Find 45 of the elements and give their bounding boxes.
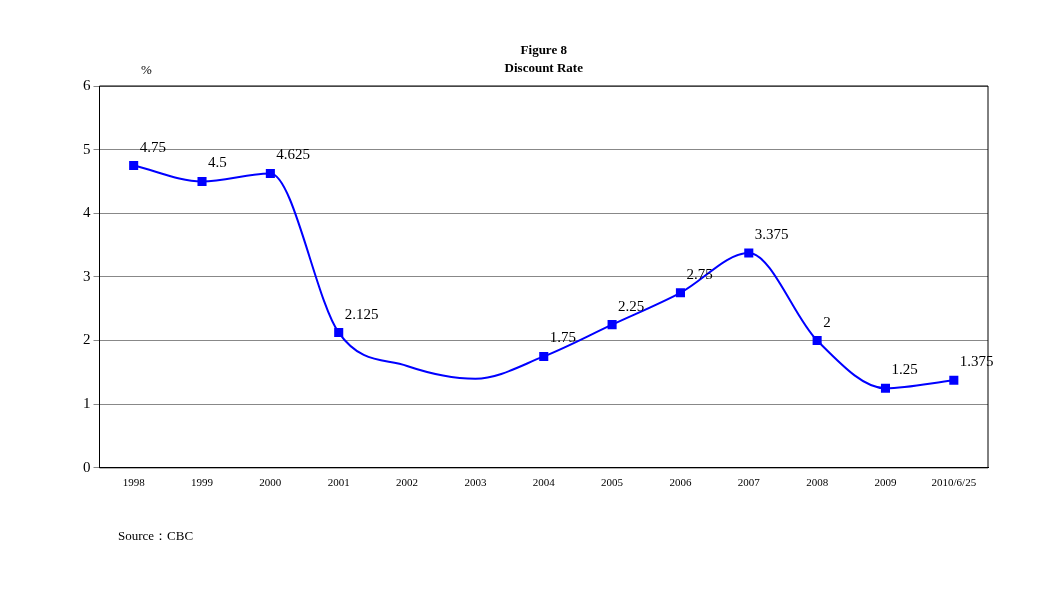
y-tick-label: 0 bbox=[83, 458, 91, 475]
x-tick-label: 2009 bbox=[874, 476, 897, 489]
x-tick-label: 2005 bbox=[601, 476, 624, 489]
point bbox=[129, 161, 139, 171]
y-tick-label: 5 bbox=[83, 140, 91, 157]
x-tick-label: 2007 bbox=[737, 476, 761, 489]
source-note: Source：CBC bbox=[118, 528, 194, 543]
x-tick-label: 2001 bbox=[327, 476, 350, 489]
y-axis-title: % bbox=[141, 62, 152, 77]
data-label: 4.75 bbox=[139, 138, 166, 155]
data-label: 1.25 bbox=[891, 361, 918, 378]
data-label: 1.75 bbox=[549, 329, 576, 346]
chart-title: Figure 8 bbox=[520, 42, 568, 57]
point bbox=[744, 248, 754, 258]
point bbox=[539, 351, 549, 361]
data-label: 2.125 bbox=[344, 305, 379, 322]
x-tick-label: 2008 bbox=[806, 476, 829, 489]
data-label: 4.5 bbox=[208, 154, 227, 171]
point bbox=[675, 288, 685, 298]
data-label: 1.375 bbox=[959, 353, 994, 370]
data-label: 2.25 bbox=[618, 297, 645, 314]
y-tick-label: 6 bbox=[83, 76, 91, 93]
y-tick-label: 4 bbox=[83, 204, 91, 221]
x-tick-label: 2004 bbox=[532, 476, 556, 489]
point bbox=[607, 320, 617, 330]
point bbox=[334, 328, 344, 338]
x-tick-label: 2003 bbox=[464, 476, 487, 489]
x-tick-label: 1999 bbox=[191, 476, 214, 489]
x-tick-label: 2000 bbox=[259, 476, 282, 489]
chart-subtitle: Discount Rate bbox=[504, 60, 584, 75]
point bbox=[265, 168, 275, 179]
y-tick-label: 1 bbox=[83, 395, 91, 412]
y-tick-label: 2 bbox=[83, 331, 91, 348]
data-label: 3.375 bbox=[754, 226, 789, 243]
x-tick-label: 2010/6/25 bbox=[931, 476, 977, 489]
x-tick-label: 2006 bbox=[669, 476, 692, 489]
data-label: 4.625 bbox=[276, 146, 311, 163]
point bbox=[812, 336, 822, 346]
data-label: 2 bbox=[823, 313, 831, 330]
x-tick-label: 2002 bbox=[396, 476, 419, 489]
x-tick-label: 1998 bbox=[122, 476, 146, 489]
y-tick-label: 3 bbox=[83, 267, 91, 284]
point bbox=[949, 375, 959, 385]
point bbox=[880, 383, 891, 393]
point bbox=[197, 176, 207, 186]
